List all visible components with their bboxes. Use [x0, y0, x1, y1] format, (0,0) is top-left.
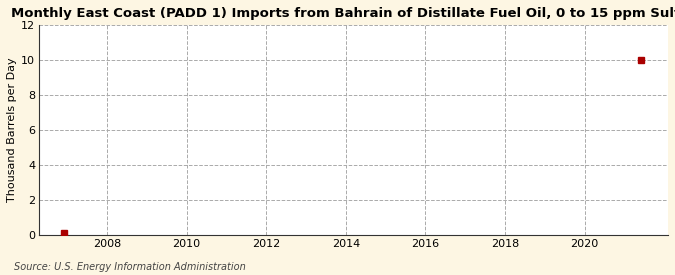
Title: Monthly East Coast (PADD 1) Imports from Bahrain of Distillate Fuel Oil, 0 to 15: Monthly East Coast (PADD 1) Imports from… — [11, 7, 675, 20]
Y-axis label: Thousand Barrels per Day: Thousand Barrels per Day — [7, 58, 17, 202]
Text: Source: U.S. Energy Information Administration: Source: U.S. Energy Information Administ… — [14, 262, 245, 272]
